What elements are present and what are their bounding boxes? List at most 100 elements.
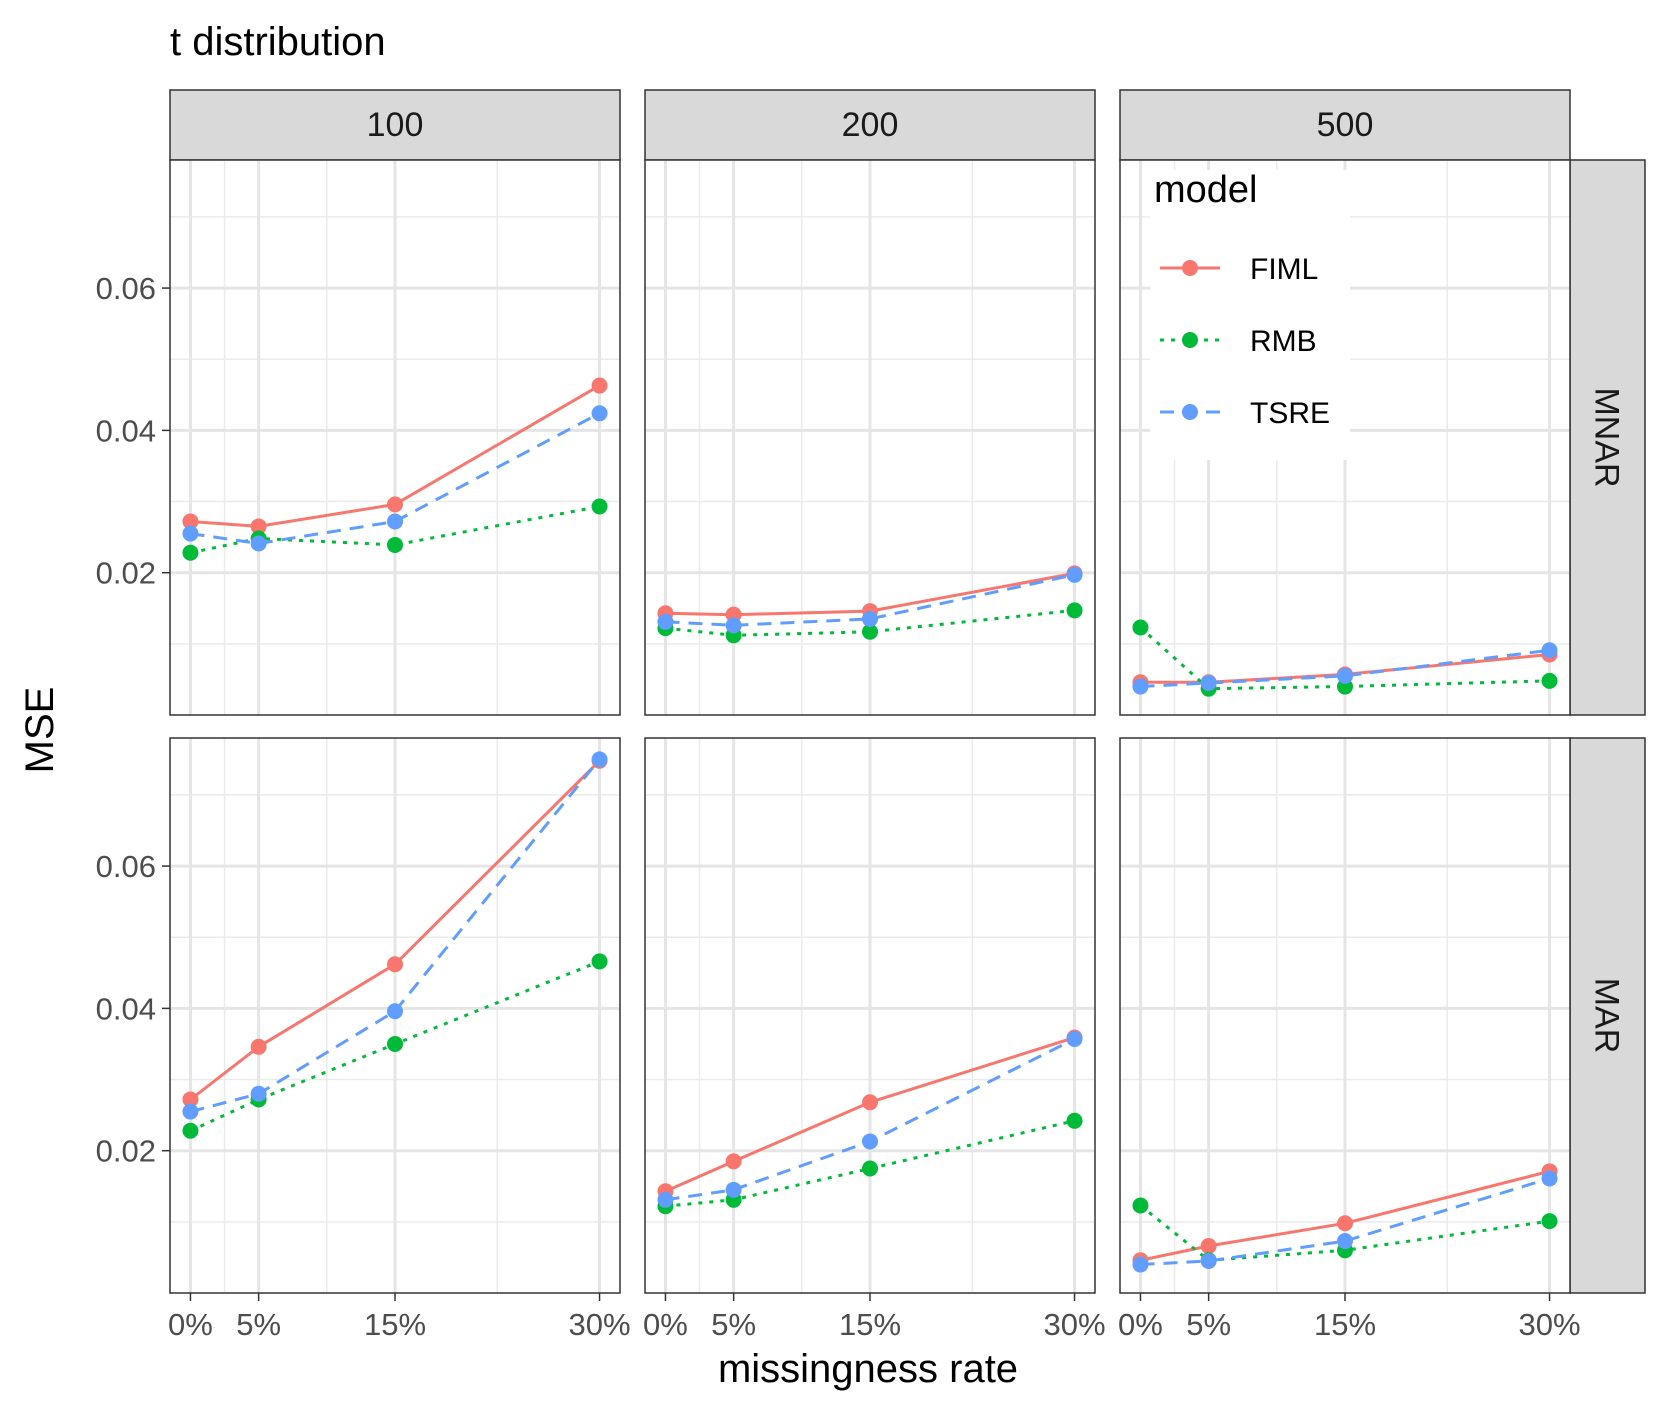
x-tick-label: 15% xyxy=(364,1307,426,1342)
panel-border xyxy=(169,159,621,716)
data-point-rmb xyxy=(1066,602,1083,619)
facet-label-100: 100 xyxy=(367,106,424,144)
data-point-tsre xyxy=(387,513,403,530)
legend-title: model xyxy=(1154,169,1258,211)
data-point-rmb xyxy=(1132,619,1149,636)
data-point-tsre xyxy=(725,1181,742,1198)
series-line-fiml xyxy=(664,1036,1075,1193)
data-point-fiml xyxy=(250,1038,267,1055)
x-tick-label: 15% xyxy=(1314,1307,1376,1342)
data-point-fiml xyxy=(387,496,403,513)
facet-label-500: 500 xyxy=(1317,106,1374,144)
data-point-tsre xyxy=(1066,566,1083,583)
series-line-tsre xyxy=(1140,1176,1550,1266)
facet-strip-200 xyxy=(644,89,1096,161)
data-point-fiml xyxy=(182,513,199,530)
data-point-rmb xyxy=(387,536,403,553)
data-point-tsre xyxy=(1541,1170,1558,1187)
data-point-tsre xyxy=(725,617,742,634)
y-tick-label: 0.06 xyxy=(96,849,156,884)
series-line-rmb xyxy=(189,960,601,1133)
x-tick-label: 0% xyxy=(168,1307,213,1342)
data-point-rmb xyxy=(182,1122,199,1139)
legend-label-fiml: FIML xyxy=(1250,253,1318,286)
data-point-tsre xyxy=(1132,678,1149,695)
data-point-rmb xyxy=(591,953,608,970)
data-point-fiml xyxy=(1337,1215,1353,1232)
facet-label-200: 200 xyxy=(842,106,899,144)
panel-mar-500: 0% 5% 15% 30% xyxy=(1118,737,1581,1342)
facet-label-mar: MAR xyxy=(1588,978,1626,1054)
data-point-tsre xyxy=(657,1191,674,1208)
data-point-fiml xyxy=(182,1091,199,1108)
data-point-fiml xyxy=(725,1153,742,1170)
data-point-tsre xyxy=(1337,1233,1353,1250)
panel-mar-200: 0% 5% 15% 30% xyxy=(643,737,1106,1342)
x-tick-label: 15% xyxy=(839,1307,901,1342)
panel-border xyxy=(644,159,1096,716)
x-tick-label: 5% xyxy=(711,1307,756,1342)
data-point-tsre xyxy=(862,610,878,627)
data-point-rmb xyxy=(1066,1112,1083,1129)
panel-mnar-100: 0.02 0.04 0.06 xyxy=(96,159,621,716)
x-tick-label: 30% xyxy=(1519,1307,1581,1342)
data-point-tsre xyxy=(591,405,608,422)
data-point-rmb xyxy=(1541,1213,1558,1230)
data-point-tsre xyxy=(1066,1030,1083,1047)
data-point-tsre xyxy=(1337,667,1353,684)
data-point-tsre xyxy=(1132,1256,1149,1273)
data-point-tsre xyxy=(657,613,674,630)
data-point-fiml xyxy=(387,956,403,973)
facet-label-mnar: MNAR xyxy=(1588,387,1626,487)
data-point-tsre xyxy=(250,1085,267,1102)
legend-key-point-tsre xyxy=(1182,404,1198,420)
y-tick-label: 0.04 xyxy=(96,413,156,448)
data-point-rmb xyxy=(591,498,608,515)
panel-mnar-200 xyxy=(644,159,1096,716)
data-point-tsre xyxy=(182,525,199,542)
legend-key-point-rmb xyxy=(1182,332,1198,348)
data-point-tsre xyxy=(1200,674,1217,691)
facet-strip-mnar xyxy=(1569,159,1646,716)
data-point-tsre xyxy=(862,1133,878,1150)
legend: model FIML RMB TSRE xyxy=(1150,169,1350,460)
x-tick-label: 30% xyxy=(569,1307,631,1342)
series-line-fiml xyxy=(1140,1169,1550,1262)
series-line-tsre xyxy=(190,411,601,546)
x-axis-label: missingness rate xyxy=(718,1347,1018,1391)
series-line-fiml xyxy=(190,384,601,528)
facet-strip-mar xyxy=(1569,737,1646,1294)
panel-mar-100: 0.02 0.04 0.06 0% 5% 15% 30% xyxy=(96,737,631,1342)
data-point-tsre xyxy=(591,751,608,768)
y-tick-label: 0.02 xyxy=(96,1134,156,1169)
legend-label-tsre: TSRE xyxy=(1250,397,1330,430)
data-point-tsre xyxy=(1541,642,1558,659)
x-tick-label: 0% xyxy=(643,1307,688,1342)
x-tick-label: 5% xyxy=(1186,1307,1231,1342)
series-line-rmb xyxy=(1139,1204,1550,1262)
data-point-fiml xyxy=(1200,1238,1217,1255)
panel-border xyxy=(1119,159,1571,716)
chart-title: t distribution xyxy=(170,20,386,64)
data-point-fiml xyxy=(591,377,608,394)
data-point-rmb xyxy=(182,544,199,561)
series-line-rmb xyxy=(1139,626,1550,691)
data-point-rmb xyxy=(862,1160,878,1177)
series-line-tsre xyxy=(1140,648,1550,688)
data-point-rmb xyxy=(1541,672,1558,689)
x-tick-label: 0% xyxy=(1118,1307,1163,1342)
y-tick-label: 0.04 xyxy=(96,991,156,1026)
series-line-rmb xyxy=(665,1119,1075,1208)
y-tick-label: 0.02 xyxy=(96,556,156,591)
series-line-fiml xyxy=(189,759,601,1101)
data-point-tsre xyxy=(1200,1252,1217,1269)
data-point-rmb xyxy=(862,623,878,640)
series-line-tsre xyxy=(665,1037,1076,1202)
y-axis-label: MSE xyxy=(18,687,62,774)
series-line-tsre xyxy=(665,573,1075,627)
series-line-fiml xyxy=(665,571,1075,617)
x-tick-label: 30% xyxy=(1044,1307,1106,1342)
data-point-tsre xyxy=(250,535,267,552)
y-tick-label: 0.06 xyxy=(96,271,156,306)
